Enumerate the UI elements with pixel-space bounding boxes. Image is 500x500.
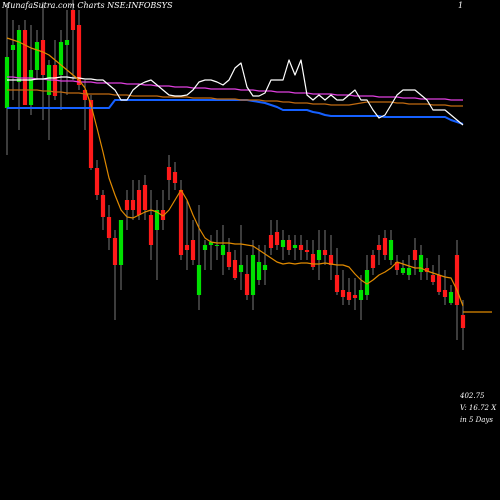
- candle-up: [202, 245, 208, 250]
- candle-up: [118, 220, 124, 265]
- candle-down: [286, 240, 292, 250]
- candle-down: [22, 30, 28, 105]
- candle-down: [136, 190, 142, 215]
- candle-down: [124, 200, 130, 210]
- indicator-line-3: [7, 59, 464, 126]
- candle-down: [160, 210, 166, 220]
- candle-down: [142, 185, 148, 210]
- candle-up: [406, 268, 412, 275]
- candle-down: [322, 250, 328, 255]
- candle-down: [304, 250, 310, 252]
- candle-down: [88, 100, 94, 168]
- candle-down: [310, 254, 316, 267]
- candle-down: [436, 275, 442, 292]
- candle-down: [40, 40, 46, 75]
- chart-header-marker: 1: [458, 1, 464, 10]
- candle-up: [64, 40, 70, 45]
- candle-down: [82, 90, 88, 100]
- candle-up: [388, 240, 394, 260]
- candle-up: [400, 268, 406, 273]
- candle-up: [358, 290, 364, 300]
- candle-up: [256, 262, 262, 280]
- candle-down: [430, 275, 436, 282]
- chart-header-title: MunafaSutra.com Charts NSE:INFOBSYS: [2, 1, 173, 10]
- candle-down: [346, 292, 352, 300]
- candle-down: [190, 240, 196, 260]
- period-label: in 5 Days: [460, 416, 493, 424]
- candle-down: [442, 290, 448, 297]
- candle-down: [274, 232, 280, 245]
- candle-up: [208, 242, 214, 245]
- candle-down: [148, 215, 154, 245]
- candle-up: [364, 270, 370, 295]
- candle-up: [292, 245, 298, 248]
- volume-label: V: 16.72 X: [460, 404, 497, 412]
- candle-down: [268, 235, 274, 248]
- candle-down: [394, 262, 400, 270]
- candle-up: [418, 255, 424, 272]
- candle-down: [172, 172, 178, 183]
- candle-down: [376, 245, 382, 250]
- candle-up: [4, 57, 10, 108]
- candle-down: [352, 295, 358, 298]
- candle-down: [328, 255, 334, 265]
- candle-down: [232, 260, 238, 278]
- candle-down: [178, 190, 184, 255]
- candle-up: [154, 210, 160, 230]
- candle-down: [244, 274, 250, 295]
- candle-down: [166, 167, 172, 180]
- candle-up: [58, 42, 64, 75]
- candle-up: [196, 265, 202, 295]
- indicator-line-2: [7, 89, 463, 107]
- candle-down: [340, 290, 346, 297]
- candle-down: [382, 238, 388, 255]
- candle-down: [424, 268, 430, 272]
- candle-up: [220, 245, 226, 255]
- candle-up: [316, 250, 322, 260]
- candle-down: [454, 255, 460, 305]
- candle-up: [28, 70, 34, 105]
- candle-down: [412, 250, 418, 260]
- last-price-label: 402.75: [460, 392, 485, 400]
- candle-down: [226, 252, 232, 267]
- candle-down: [130, 200, 136, 210]
- candle-down: [76, 25, 82, 85]
- candle-down: [94, 168, 100, 195]
- indicator-line-0: [7, 76, 463, 101]
- candle-down: [334, 275, 340, 292]
- candle-up: [238, 265, 244, 272]
- candle-up: [10, 45, 16, 50]
- candle-down: [184, 245, 190, 250]
- indicator-line-1: [7, 99, 464, 125]
- candle-up: [34, 42, 40, 70]
- indicator-line-4: [6, 37, 464, 307]
- candle-down: [460, 315, 466, 328]
- candle-down: [298, 245, 304, 250]
- candle-up: [262, 265, 268, 270]
- candle-down: [106, 217, 112, 238]
- candle-up: [280, 240, 286, 247]
- candle-down: [100, 195, 106, 217]
- candle-down: [112, 238, 118, 265]
- candle-down: [70, 10, 76, 30]
- candle-down: [370, 255, 376, 268]
- candle-up: [250, 255, 256, 295]
- candle-up: [214, 245, 220, 246]
- candle-up: [16, 30, 22, 82]
- candle-up: [448, 292, 454, 303]
